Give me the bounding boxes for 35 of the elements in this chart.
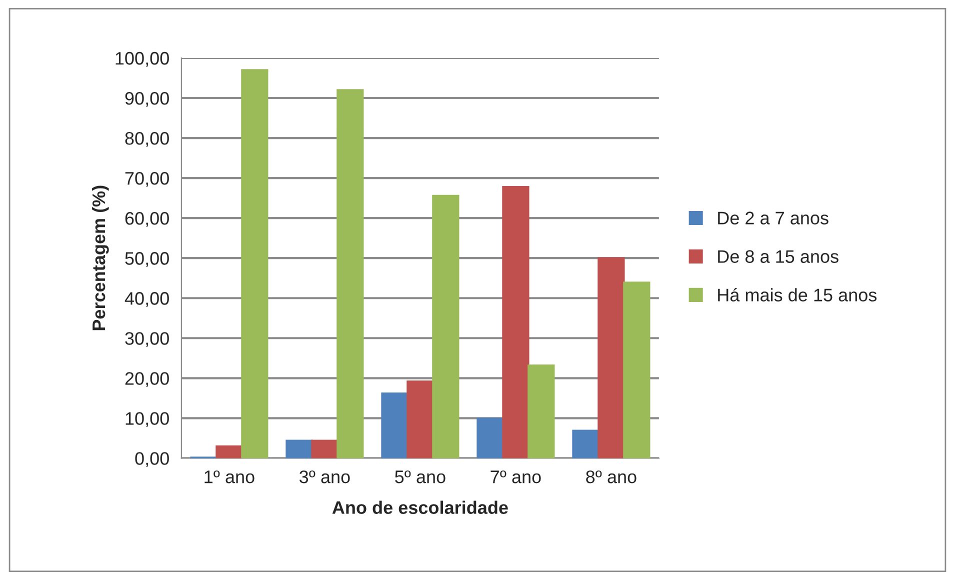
- x-axis-title: Ano de escolaridade: [332, 500, 508, 514]
- x-tick-label: 7º ano: [490, 470, 541, 484]
- bar: [311, 440, 338, 458]
- bar: [336, 89, 364, 458]
- bar: [406, 380, 434, 458]
- bar: [528, 364, 555, 458]
- y-axis-title: Percentagem (%): [92, 186, 109, 330]
- bar: [432, 194, 460, 458]
- y-tick-label: 100,00: [116, 52, 169, 67]
- bar: [381, 392, 408, 458]
- legend-label: De 8 a 15 anos: [718, 250, 838, 263]
- bar: [502, 186, 530, 458]
- bar: [572, 430, 600, 458]
- bar: [241, 69, 268, 458]
- y-tick-label: 0,00: [135, 452, 169, 468]
- y-tick-label: 60,00: [125, 212, 169, 227]
- y-tick-label: 10,00: [126, 412, 169, 428]
- y-tick-label: 20,00: [125, 372, 169, 388]
- y-tick-label: 50,00: [125, 252, 169, 267]
- legend-label: Há mais de 15 anos: [718, 288, 877, 302]
- x-tick-label: 1º ano: [204, 470, 254, 484]
- bar: [623, 282, 650, 458]
- y-tick-label: 90,00: [125, 92, 169, 107]
- legend-label: De 2 a 7 anos: [718, 212, 828, 224]
- bar: [286, 440, 313, 458]
- y-tick-label: 80,00: [125, 132, 169, 147]
- bar: [216, 445, 243, 458]
- bar: [476, 418, 504, 458]
- x-tick-label: 5º ano: [395, 470, 446, 484]
- y-tick-label: 40,00: [124, 292, 169, 307]
- x-tick-label: 3º ano: [300, 470, 350, 484]
- y-tick-label: 70,00: [125, 172, 169, 187]
- x-tick-label: 8º ano: [586, 470, 636, 484]
- y-tick-label: 30,00: [125, 332, 169, 347]
- bar: [598, 257, 625, 458]
